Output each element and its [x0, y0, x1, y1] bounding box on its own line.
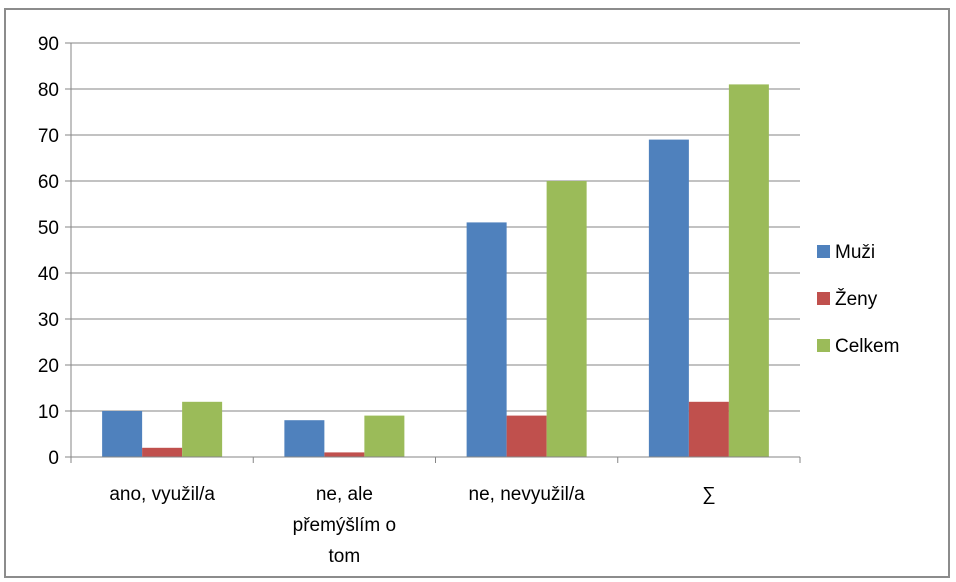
- y-tick-label: 90: [38, 34, 59, 55]
- bar-ženy: [506, 415, 547, 457]
- y-tick-label: 60: [38, 172, 59, 193]
- y-tick-label: 40: [38, 264, 59, 285]
- gridlines: [71, 42, 800, 412]
- bar-celkem: [364, 415, 405, 457]
- bar-ženy: [142, 447, 183, 457]
- axes: [65, 42, 801, 463]
- y-tick-label: 30: [38, 310, 59, 331]
- x-tick-label: tom: [329, 546, 361, 567]
- bar-celkem: [546, 181, 587, 457]
- y-tick-label: 80: [38, 80, 59, 101]
- y-tick-label: 70: [38, 126, 59, 147]
- legend: Muži Ženy Celkem: [817, 242, 899, 357]
- x-tick-label: ano, využil/a: [109, 484, 215, 505]
- bar-celkem: [182, 401, 223, 457]
- x-axis-tick-labels: ano, využil/a ne, ale přemýšlím o tom ne, ne…: [109, 484, 715, 567]
- x-tick-label: ne, ale: [316, 484, 373, 505]
- bar-ženy: [688, 401, 729, 457]
- bars: [102, 84, 769, 458]
- legend-label: Ženy: [835, 288, 878, 310]
- y-tick-label: 20: [38, 356, 59, 377]
- legend-swatch-ženy: [817, 292, 830, 305]
- x-tick-label: ∑: [702, 484, 716, 505]
- legend-label: Muži: [835, 242, 875, 263]
- bar-ženy: [324, 452, 365, 457]
- legend-swatch-celkem: [817, 339, 830, 352]
- y-tick-label: 10: [38, 402, 59, 423]
- y-tick-label: 50: [38, 218, 59, 239]
- bar-muži: [648, 139, 689, 457]
- bar-muži: [284, 420, 325, 457]
- y-axis-tick-labels: 0 10 20 30 40 50 60 70 80 90: [38, 34, 59, 469]
- x-tick-label: přemýšlím o: [293, 515, 396, 536]
- y-tick-label: 0: [48, 448, 59, 469]
- bar-muži: [102, 411, 143, 457]
- x-tick-label: ne, nevyužil/a: [469, 484, 586, 505]
- legend-swatch-muži: [817, 245, 830, 258]
- bar-muži: [466, 222, 507, 457]
- bar-celkem: [728, 84, 769, 458]
- legend-label: Celkem: [835, 336, 899, 357]
